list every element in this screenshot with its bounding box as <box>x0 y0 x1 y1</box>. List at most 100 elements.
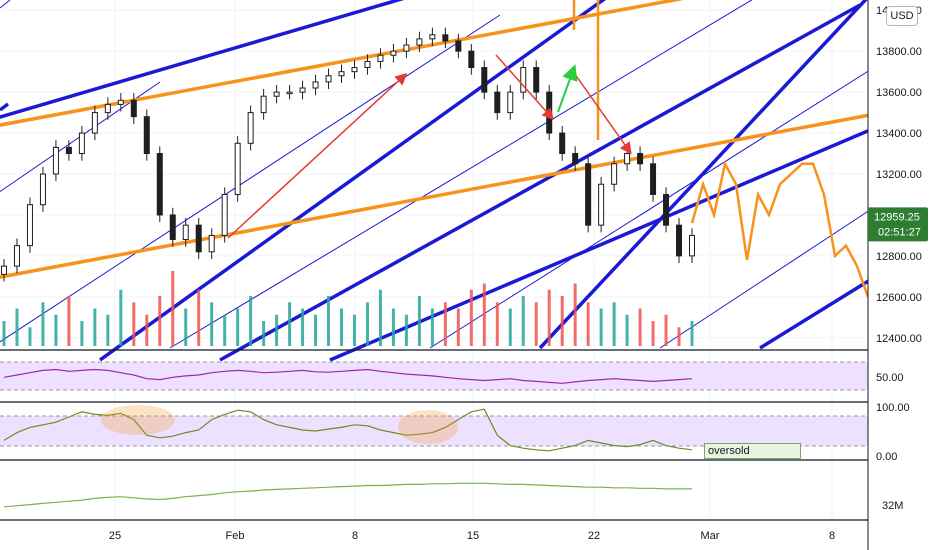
volume-bar <box>456 308 460 346</box>
time-axis[interactable]: 25 Feb 8 15 22 Mar 8 <box>109 530 835 542</box>
trend-channels <box>0 0 871 362</box>
highlight-ellipse <box>398 410 458 444</box>
price-axis[interactable]: 14000.0013800.0013600.0013400.0013200.00… <box>867 0 932 550</box>
volume-bar <box>664 314 668 346</box>
channel-line-thick <box>98 0 607 362</box>
volume-bar <box>404 314 408 346</box>
candle-body <box>676 224 683 257</box>
time-tick-label: Feb <box>226 530 245 542</box>
candle-body <box>390 50 397 56</box>
projection-path <box>690 160 870 298</box>
volume-bar <box>443 302 447 346</box>
price-tick-label: 12800.00 <box>876 251 922 263</box>
resistance-line <box>0 113 871 279</box>
candle-body <box>650 163 657 195</box>
price-candles <box>1 27 695 282</box>
oversold-label: oversold <box>704 443 801 459</box>
green-arrow <box>557 64 578 113</box>
candle-body <box>585 163 592 226</box>
channel-line-thin <box>429 69 871 349</box>
volume-bar <box>223 314 227 346</box>
volume-bar <box>67 296 71 346</box>
candle-body <box>273 91 280 97</box>
channel-line-thick <box>0 0 405 119</box>
candle-body <box>143 116 150 155</box>
candle-body <box>624 153 631 165</box>
volume-bar <box>469 289 473 346</box>
volume-bar <box>599 308 603 346</box>
volume-bar <box>378 289 382 346</box>
countdown-label: 02:51:27 <box>878 226 921 238</box>
channel-line-thin <box>659 209 871 349</box>
volume-bar <box>495 302 499 346</box>
volume-bar <box>430 308 434 346</box>
projection-line <box>572 0 870 298</box>
candle-body <box>234 142 241 195</box>
volume-bar <box>262 321 266 346</box>
candle-body <box>663 193 670 226</box>
volume-bar <box>482 283 486 346</box>
candle-body <box>637 153 644 165</box>
rsi-line <box>3 368 693 384</box>
candle-body <box>559 132 566 155</box>
time-tick-label: 25 <box>109 530 121 542</box>
volume-bar <box>171 271 175 346</box>
candle-body <box>572 153 579 165</box>
candle-body <box>221 193 228 236</box>
channel-line-thin <box>0 14 501 343</box>
stoch-line <box>3 408 693 452</box>
candle-body <box>507 91 514 114</box>
price-tick-label: 12600.00 <box>876 292 922 304</box>
price-tick-label: 13800.00 <box>876 46 922 58</box>
time-tick-label: 22 <box>588 530 600 542</box>
volume-bar <box>508 308 512 346</box>
arrow-drawings <box>227 54 632 239</box>
volume-bars <box>2 271 694 346</box>
volume-bar <box>106 314 110 346</box>
candle-body <box>195 224 202 253</box>
candle-body <box>78 132 85 155</box>
candle-body <box>494 91 501 114</box>
candle-body <box>117 99 124 105</box>
price-tick-label: 13200.00 <box>876 169 922 181</box>
volume-bar <box>612 302 616 346</box>
candle-body <box>481 67 488 93</box>
currency-button[interactable]: USD <box>886 6 918 26</box>
candle-body <box>377 54 384 62</box>
volume-bar <box>54 314 58 346</box>
volume-osc-line <box>3 482 692 508</box>
candle-body <box>247 112 254 144</box>
volume-bar <box>28 327 32 346</box>
volume-bar <box>132 302 136 346</box>
price-tick-label: 13400.00 <box>876 128 922 140</box>
candle-body <box>338 71 345 77</box>
candle-body <box>1 265 7 275</box>
volume-bar <box>119 289 123 346</box>
candle-body <box>403 44 410 52</box>
volume-bar <box>586 302 590 346</box>
volume-bar <box>327 296 331 346</box>
stoch-tick-label: 100.00 <box>876 402 910 414</box>
volume-bar <box>80 321 84 346</box>
time-tick-label: 15 <box>467 530 479 542</box>
candle-body <box>312 81 319 89</box>
volume-bar <box>340 308 344 346</box>
red-arrow <box>495 54 554 121</box>
candle-body <box>156 153 163 216</box>
candle-body <box>65 146 72 155</box>
volume-bar <box>301 308 305 346</box>
candle-body <box>455 40 462 52</box>
volume-bar <box>15 308 19 346</box>
candle-body <box>299 87 306 93</box>
volume-bar <box>534 302 538 346</box>
candle-body <box>468 50 475 69</box>
candle-body <box>520 67 527 93</box>
volume-bar <box>249 296 253 346</box>
volume-bar <box>236 308 240 346</box>
stoch-tick-label: 0.00 <box>876 451 897 463</box>
price-tick-label: 12400.00 <box>876 333 922 345</box>
volume-bar <box>93 308 97 346</box>
candle-body <box>104 103 111 114</box>
axis-background <box>868 0 932 550</box>
